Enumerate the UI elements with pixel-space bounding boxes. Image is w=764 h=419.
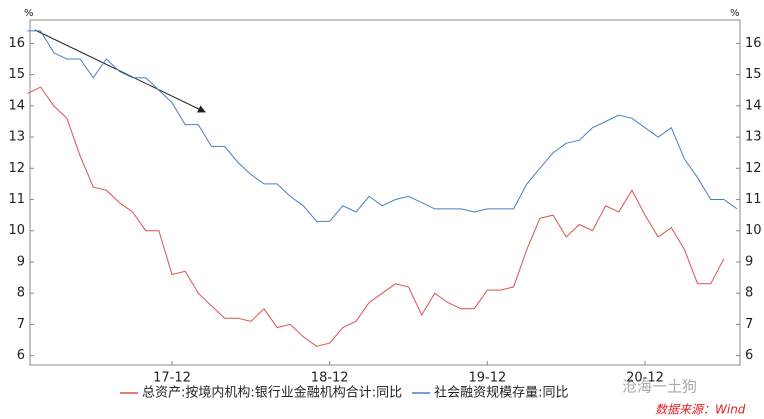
y2-tick-label: 13 [745,130,762,145]
series-line [27,30,738,222]
y-tick-label: 7 [17,317,25,332]
y-tick-label: 13 [8,130,25,145]
y-tick-label: 11 [8,192,25,207]
y-tick-label: 16 [8,36,25,51]
y2-tick-label: 14 [745,98,762,113]
y2-tick-label: 11 [745,192,762,207]
series-line [27,86,725,347]
y2-tick-label: 7 [745,317,753,332]
legend-label: 社会融资规模存量:同比 [434,385,568,401]
plot-frame [29,19,741,366]
y2-tick-label: 10 [745,223,762,238]
annotation-arrow [34,29,206,113]
y2-tick-label: 12 [745,161,762,176]
y-tick-label: 14 [8,98,25,113]
y2-tick-label: 6 [745,348,753,363]
y-tick-label: 8 [17,286,25,301]
x-tick-label: 18-12 [311,371,349,386]
y2-tick-label: 16 [745,36,762,51]
y-tick-label: 15 [8,67,25,82]
y2-unit: % [730,8,740,19]
y-tick-label: 10 [8,223,25,238]
y-tick-label: 9 [17,254,25,269]
y2-tick-label: 8 [745,286,753,301]
x-tick-label: 17-12 [153,371,191,386]
x-tick-label: 19-12 [468,371,506,386]
legend-label: 总资产:按境内机构:银行业金融机构合计:同比 [142,385,402,401]
watermark: 沧海一土狗 [622,378,697,396]
y-tick-label: 6 [17,348,25,363]
y-unit: % [24,8,34,19]
y-tick-label: 12 [8,161,25,176]
x-tick-label: 20-12 [626,371,664,386]
y2-tick-label: 15 [745,67,762,82]
y2-tick-label: 9 [745,254,753,269]
source: 数据来源：Wind [655,403,746,417]
